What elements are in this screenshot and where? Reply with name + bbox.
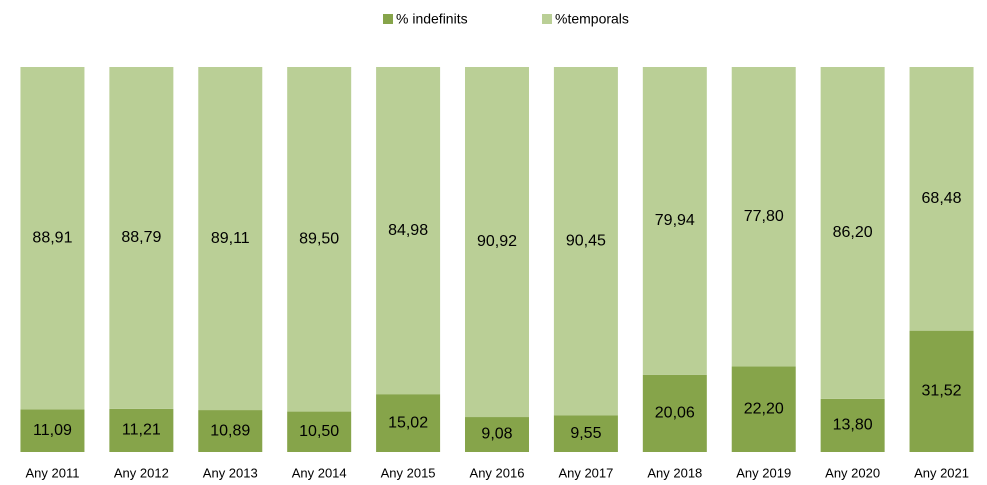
bar-segment — [20, 409, 85, 452]
data-label: 22,20 — [744, 400, 784, 417]
x-tick-label: Any 2019 — [736, 465, 791, 480]
bar-segment — [198, 67, 263, 411]
x-tick-label: Any 2017 — [558, 465, 613, 480]
x-tick-label: Any 2016 — [470, 465, 525, 480]
data-label: 77,80 — [744, 208, 784, 225]
data-label: 90,92 — [477, 233, 517, 250]
x-tick-label: Any 2014 — [292, 465, 347, 480]
data-label: 88,79 — [121, 229, 161, 246]
bar-segment — [642, 67, 707, 375]
data-label: 11,21 — [122, 422, 161, 439]
bar-segment — [287, 411, 352, 452]
data-label: 9,08 — [481, 426, 512, 443]
x-tick-label: Any 2012 — [114, 465, 169, 480]
bar-segment — [909, 330, 974, 452]
bar-segment — [109, 67, 174, 409]
bar-segment — [287, 67, 352, 412]
bar-segment — [642, 374, 707, 452]
data-label: 86,20 — [833, 224, 873, 241]
data-label: 89,11 — [211, 230, 250, 247]
data-label: 11,09 — [33, 422, 72, 439]
bar-segment — [376, 67, 441, 395]
bar-segment — [465, 417, 529, 452]
data-label: 13,80 — [833, 417, 873, 434]
bar-segment — [465, 67, 529, 418]
bar-segment — [553, 67, 618, 416]
x-tick-label: Any 2011 — [25, 465, 79, 480]
bar-segment — [20, 67, 85, 410]
data-label: 10,50 — [299, 423, 339, 440]
data-label: 79,94 — [655, 212, 695, 229]
bar-segment — [109, 408, 174, 452]
data-label: 31,52 — [922, 383, 962, 400]
bar-segment — [731, 67, 796, 367]
data-label: 15,02 — [388, 414, 428, 431]
data-label: 20,06 — [655, 405, 695, 422]
data-label: 89,50 — [299, 231, 339, 248]
bar-segment — [820, 398, 885, 452]
x-tick-label: Any 2020 — [825, 465, 880, 480]
legend-label: %temporals — [555, 11, 629, 27]
bar-segment — [553, 415, 618, 452]
legend-label: % indefinits — [396, 11, 468, 27]
bar-segment — [909, 67, 974, 331]
data-label: 88,91 — [32, 229, 72, 246]
data-label: 68,48 — [922, 190, 962, 207]
x-tick-label: Any 2015 — [381, 465, 436, 480]
data-label: 84,98 — [388, 222, 428, 239]
bar-segment — [198, 410, 263, 452]
x-tick-label: Any 2013 — [203, 465, 258, 480]
data-label: 10,89 — [210, 422, 250, 439]
data-label: 90,45 — [566, 232, 606, 249]
bar-segment — [376, 394, 441, 452]
bar-segment — [820, 67, 885, 399]
bar-segment — [731, 366, 796, 452]
legend-swatch — [383, 14, 393, 24]
x-tick-label: Any 2021 — [914, 465, 969, 480]
data-label: 9,55 — [570, 425, 601, 442]
legend-swatch — [542, 14, 552, 24]
x-tick-label: Any 2018 — [647, 465, 702, 480]
